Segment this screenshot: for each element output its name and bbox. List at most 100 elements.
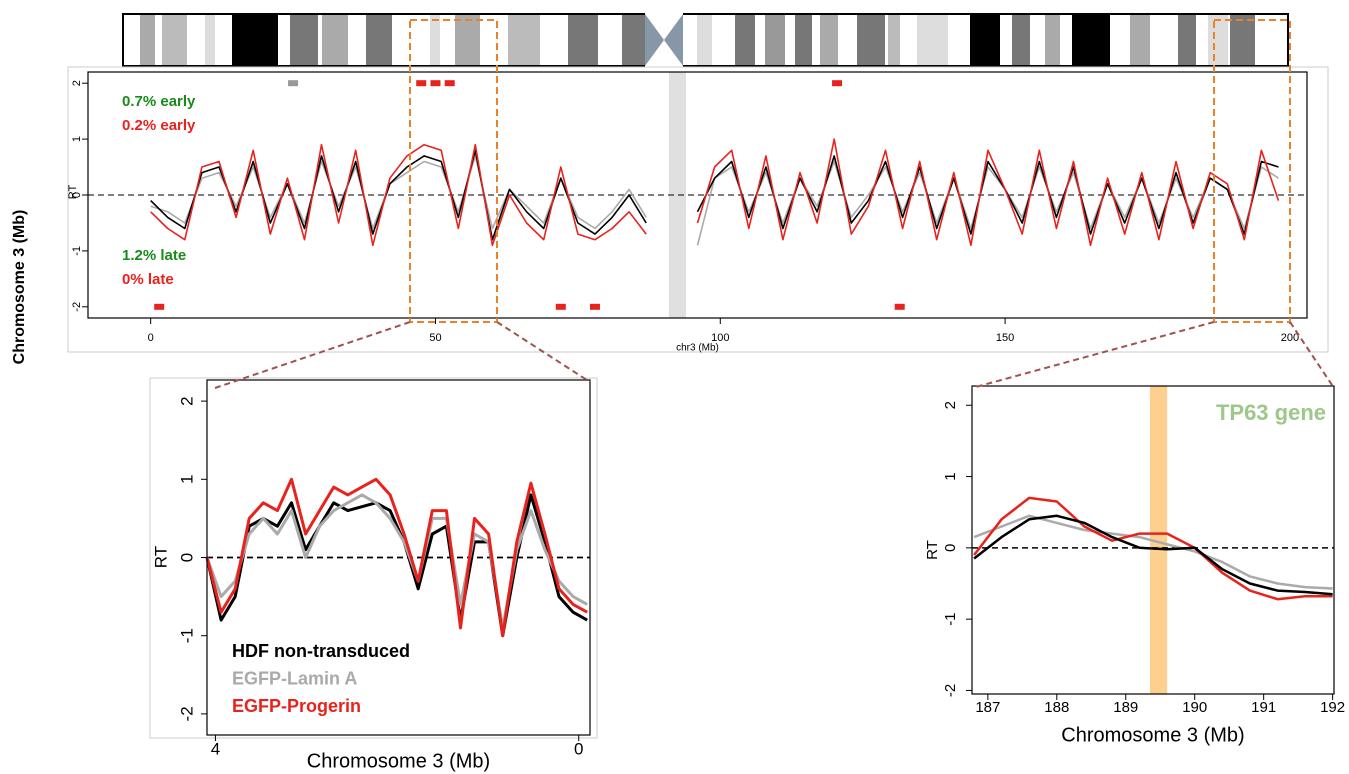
band: [290, 15, 318, 65]
chart-panel: -2 -1 0 1 2 187 188 189 190 191 192 Chromosome 3 (M…: [924, 385, 1345, 746]
y-tick-label: 2: [177, 396, 196, 405]
series-line: [973, 514, 1333, 590]
zoom-connector: [214, 321, 411, 389]
region-marker: [288, 80, 299, 87]
centromere: [664, 14, 683, 66]
side-label: Chromosome 3 (Mb): [11, 210, 28, 365]
zoom-connector: [496, 321, 591, 383]
plot-box: [87, 71, 1308, 319]
x-tick-label: 190: [1182, 699, 1207, 716]
x-axis-label: Chromosome 3 (Mb): [307, 750, 490, 772]
y-tick-label: 0: [942, 544, 959, 552]
x-tick-label: 200: [1281, 332, 1299, 344]
band: [1045, 15, 1060, 65]
y-tick-label: 0: [71, 192, 83, 198]
gene-highlight: [1149, 386, 1168, 694]
band: [1072, 15, 1110, 65]
band: [140, 15, 155, 65]
legend-entry: HDF non-transduced: [232, 641, 410, 661]
band: [917, 15, 948, 65]
band: [162, 15, 187, 65]
x-tick-label: 0: [148, 332, 154, 344]
band: [322, 15, 348, 65]
x-tick-label: 150: [996, 332, 1014, 344]
x-tick-label: 4: [211, 739, 220, 758]
region-marker: [154, 303, 165, 310]
series-line: [973, 496, 1333, 601]
y-tick-label: -2: [942, 684, 959, 697]
zoom-box: [1213, 19, 1291, 323]
x-tick-label: 191: [1251, 699, 1276, 716]
band: [205, 15, 215, 65]
y-tick-label: 0: [177, 553, 196, 562]
y-tick-label: 2: [71, 80, 83, 86]
y-tick-label: 1: [71, 136, 83, 142]
legend-entry: EGFP-Lamin A: [232, 668, 357, 688]
zoom-box: [409, 19, 498, 323]
y-tick-label: 1: [177, 475, 196, 484]
x-tick-label: 100: [711, 332, 729, 344]
gap-region: [669, 72, 687, 318]
band: [430, 15, 440, 65]
y-tick-label: -1: [942, 612, 959, 625]
chart-panel: -2 -1 0 1 2 0 50 100 150 200 chr3 (Mb) RT 0.7% early…: [67, 71, 1308, 354]
y-tick-label: -2: [177, 706, 196, 721]
band: [888, 15, 900, 65]
ideogram: [122, 12, 1289, 68]
chart-panel: -2 -1 0 1 2 4 0 Chromosome 3 (Mb) RT HDF non-tran…: [151, 379, 591, 772]
band: [970, 15, 1000, 65]
x-tick-label: 189: [1113, 699, 1138, 716]
series-line: [205, 477, 588, 638]
y-tick-label: -1: [177, 628, 196, 643]
zoom-guides: [214, 19, 1335, 389]
band: [622, 15, 645, 65]
region-marker: [430, 80, 441, 87]
centromere: [645, 14, 664, 66]
x-tick-label: 50: [429, 332, 441, 344]
band: [1130, 15, 1150, 65]
annotation: 0.7% early: [122, 93, 196, 110]
region-marker: [832, 80, 843, 87]
band: [366, 15, 392, 65]
band: [455, 15, 480, 65]
band: [1178, 15, 1196, 65]
band: [568, 15, 598, 65]
annotation: 1.2% late: [122, 247, 186, 264]
region-marker: [589, 303, 600, 310]
y-tick-label: 1: [942, 472, 959, 480]
zoom-connector: [1289, 321, 1335, 389]
band: [857, 15, 885, 65]
plot-box: [206, 379, 591, 736]
band: [1230, 15, 1255, 65]
band: [735, 15, 755, 65]
y-tick-label: 2: [942, 401, 959, 409]
annotation: 0% late: [122, 271, 174, 288]
x-axis-label: chr3 (Mb): [676, 343, 719, 354]
x-tick-label: 188: [1044, 699, 1069, 716]
x-tick-label: 192: [1320, 699, 1345, 716]
series-line: [205, 493, 588, 630]
legend-entry: EGFP-Progerin: [232, 696, 361, 716]
series-line: [973, 514, 1333, 596]
panel-frame: [67, 66, 1329, 353]
band: [697, 15, 712, 65]
band: [765, 15, 785, 65]
x-axis-label: Chromosome 3 (Mb): [1061, 724, 1244, 746]
y-axis-label: RT: [151, 546, 170, 568]
series-line: [150, 138, 1280, 247]
band: [508, 15, 540, 65]
region-marker: [555, 303, 566, 310]
x-tick-label: 187: [975, 699, 1000, 716]
y-axis-label: RT: [924, 540, 941, 560]
band: [795, 15, 812, 65]
region-marker: [894, 303, 905, 310]
region-marker: [416, 80, 427, 87]
panel-frame: [149, 377, 598, 739]
y-tick-label: -1: [71, 246, 83, 256]
band: [820, 15, 838, 65]
annotation: 0.2% early: [122, 117, 196, 134]
plot-box: [971, 385, 1335, 695]
band: [1208, 15, 1228, 65]
